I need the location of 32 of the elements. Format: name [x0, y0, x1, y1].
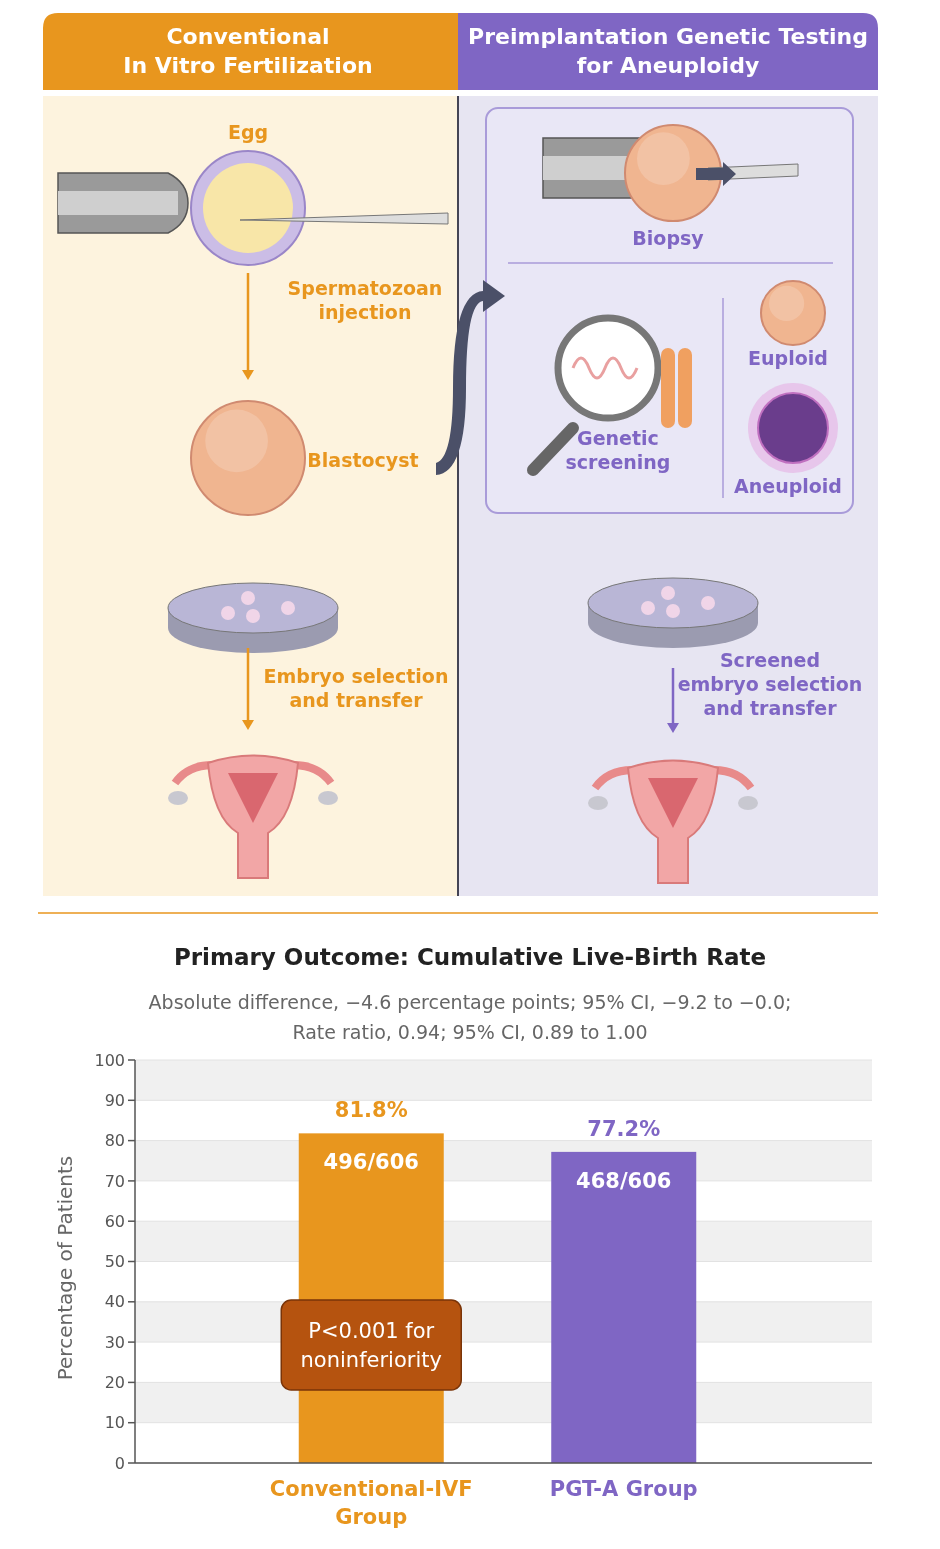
y-tick-label: 40: [104, 1292, 125, 1312]
text: Genetic screening: [565, 427, 671, 473]
y-tick-label: 50: [104, 1252, 125, 1272]
text: Preimplantation Genetic Testing for Aneuploidy: [468, 24, 868, 78]
y-tick-label: 10: [104, 1413, 125, 1433]
text: Blastocyst: [307, 449, 419, 471]
x-tick-label: PGT-A Group: [549, 1477, 698, 1501]
text: Aneuploid: [734, 475, 842, 497]
text: Egg: [227, 121, 269, 143]
y-tick-label: 80: [104, 1131, 125, 1151]
text: Conventional In Vitro Fertilization: [123, 24, 373, 78]
chart-subtitle: Absolute difference, −4.6 percentage points; 95% CI, −9.2 to −0.0; Rate ratio, 0.94; 95% CI, 0.89 to 1.00: [148, 991, 792, 1043]
annotation: 496/606: [323, 1150, 419, 1175]
x-tick-label: Conventional-IVF Group: [269, 1477, 473, 1529]
y-tick-label: 0: [114, 1453, 125, 1473]
y-tick-label: 60: [104, 1211, 125, 1231]
annotation: 468/606: [576, 1168, 672, 1193]
data-label: 81.8%: [334, 1098, 408, 1123]
text: Screened embryo selection and transfer: [677, 649, 863, 719]
data-label: 77.2%: [587, 1116, 661, 1141]
chart-title: Primary Outcome: Cumulative Live-Birth Rate: [173, 944, 767, 970]
text: Euploid: [748, 347, 828, 369]
text: Embryo selection and transfer: [263, 665, 449, 711]
y-tick-label: 100: [94, 1050, 125, 1070]
y-tick-label: 70: [104, 1171, 125, 1191]
text: Spermatozoan injection: [287, 277, 443, 323]
y-tick-label: 30: [104, 1332, 125, 1352]
y-tick-label: 20: [104, 1373, 125, 1392]
annotation: P<0.001 for noninferiority: [300, 1319, 442, 1372]
text: Biopsy: [632, 227, 705, 249]
y-axis-title: Percentage of Patients: [53, 1155, 77, 1381]
y-tick-label: 90: [104, 1090, 125, 1110]
